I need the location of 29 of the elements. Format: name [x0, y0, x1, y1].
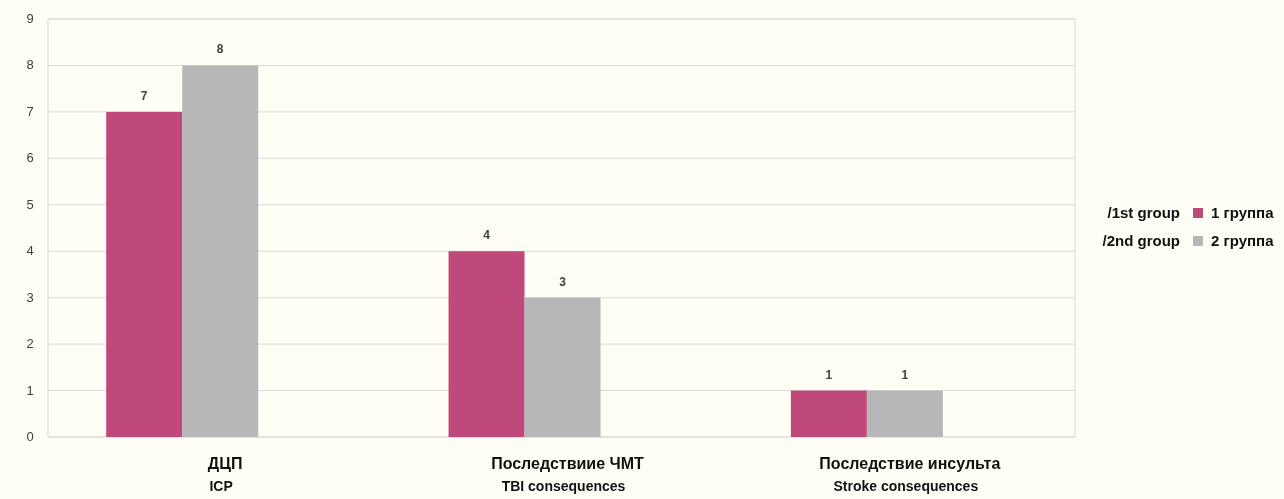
y-tick-label: 4 [26, 243, 34, 259]
x-tick-label: Последствие инсульта Stroke consequences [819, 455, 1001, 494]
y-tick-label: 5 [26, 196, 34, 212]
y-tick-label: 1 [26, 382, 34, 398]
bar [866, 390, 943, 437]
bar [182, 65, 259, 437]
y-tick-label: 9 [26, 11, 34, 26]
y-tick-label: 2 [26, 336, 34, 352]
x-tick-label: ДЦП ICP [207, 455, 243, 494]
bar [790, 390, 867, 437]
data-label: 3 [559, 274, 567, 289]
y-tick-label: 8 [26, 57, 34, 73]
bar [106, 111, 183, 437]
y-tick-label: 0 [26, 429, 34, 444]
legend-label: 2 группа [1211, 232, 1275, 249]
x-tick-label: Последствиие ЧМТ TBI consequences [491, 455, 645, 494]
y-tick-label: 7 [26, 103, 34, 119]
y-tick-label: 3 [26, 289, 34, 305]
data-label: 1 [825, 367, 833, 382]
legend-label: 1 группа [1211, 204, 1275, 221]
bar [448, 251, 525, 437]
bar [524, 297, 601, 437]
text: /1st group [1107, 204, 1180, 221]
data-label: 8 [216, 42, 224, 57]
data-label: 1 [901, 367, 909, 382]
data-label: 7 [140, 88, 148, 103]
text: /2nd group [1102, 232, 1180, 249]
data-label: 4 [483, 228, 491, 243]
y-tick-label: 6 [26, 150, 34, 166]
